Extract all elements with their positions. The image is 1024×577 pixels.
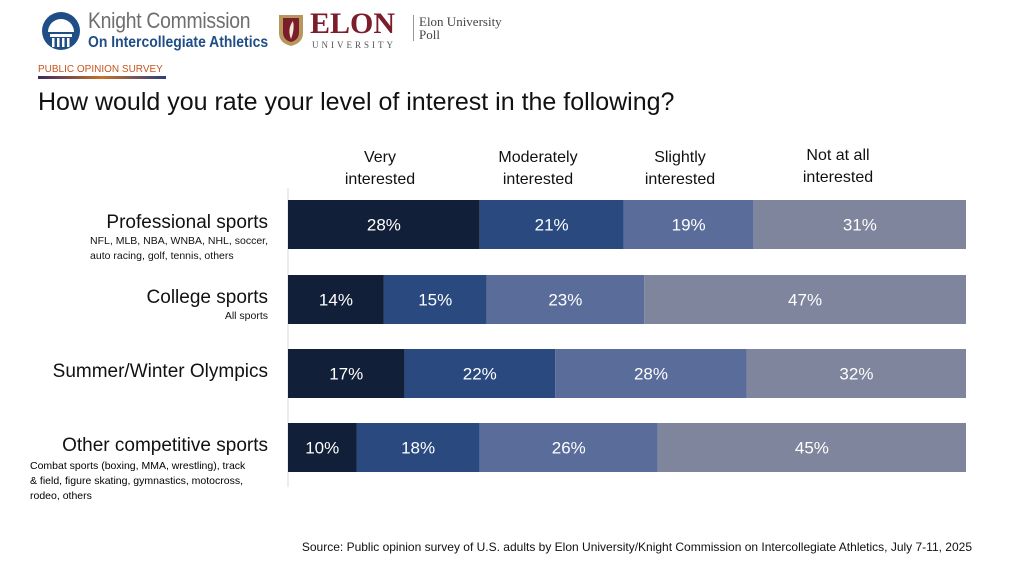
data-label: 14% [319, 291, 353, 310]
elon-shield-icon [279, 15, 303, 46]
data-label: 28% [367, 216, 401, 235]
bar-segment [555, 349, 747, 398]
category-college-sports: College sports All sports [147, 287, 268, 324]
legend-line: interested [502, 171, 574, 188]
category-other-sublabels: Combat sports (boxing, MMA, wrestling), … [30, 459, 245, 504]
category-label: Other competitive sports [62, 435, 268, 456]
elon-poll-line1: Elon University [419, 14, 502, 29]
legend-moderately-interested: Moderately interested [473, 147, 603, 191]
source-note: Source: Public opinion survey of U.S. ad… [301, 540, 972, 554]
data-label: 32% [839, 365, 873, 384]
bar-segment [644, 275, 966, 324]
survey-tag: PUBLIC OPINION SURVEY [38, 64, 163, 75]
data-label: 18% [401, 439, 435, 458]
category-sublabel: All sports [224, 310, 268, 322]
knight-commission-name: Knight Commission [88, 8, 251, 33]
bar-segment [746, 349, 966, 398]
category-olympics: Summer/Winter Olympics [53, 361, 268, 383]
legend-line: Slightly [654, 149, 706, 166]
data-label: 15% [418, 291, 452, 310]
legend-very-interested: Very interested [315, 147, 445, 191]
category-sublabel: rodeo, others [30, 490, 92, 502]
category-sublabel: NFL, MLB, NBA, WNBA, NHL, soccer, [90, 235, 268, 247]
category-label: College sports [146, 287, 268, 308]
legend-line: Not at all [806, 147, 870, 164]
elon-poll-line2: Poll [419, 27, 440, 42]
elon-university-label: UNIVERSITY [312, 40, 396, 50]
bar-segment [288, 200, 480, 249]
legend-line: interested [344, 171, 416, 188]
data-label: 26% [552, 439, 586, 458]
knight-commission-logo-icon [42, 12, 80, 50]
data-label: 28% [634, 365, 668, 384]
data-label: 31% [843, 216, 877, 235]
bar-segment [383, 275, 487, 324]
legend-line: interested [802, 169, 874, 186]
category-professional-sports: Professional sports NFL, MLB, NBA, WNBA,… [90, 212, 268, 264]
knight-commission-subtitle: On Intercollegiate Athletics [88, 34, 269, 51]
category-sublabel: & field, figure skating, gymnastics, mot… [30, 475, 243, 487]
legend-line: Moderately [498, 149, 578, 166]
legend-slightly-interested: Slightly interested [615, 147, 745, 191]
bar-segment [623, 200, 754, 249]
bar-segment [479, 200, 624, 249]
bar-segment [404, 349, 556, 398]
survey-tag-underline [38, 76, 166, 79]
data-label: 45% [795, 439, 829, 458]
bar-segment [486, 275, 645, 324]
category-label: Summer/Winter Olympics [52, 361, 268, 382]
bar-segment [753, 200, 966, 249]
data-label: 21% [535, 216, 569, 235]
category-sublabel: auto racing, golf, tennis, others [90, 250, 234, 262]
bar-segment [356, 423, 480, 472]
bar-segment [288, 275, 384, 324]
data-label: 22% [463, 365, 497, 384]
category-sublabel: Combat sports (boxing, MMA, wrestling), … [30, 460, 246, 472]
data-label: 17% [329, 365, 363, 384]
elon-wordmark: ELON [310, 7, 396, 40]
legend-not-at-all-interested: Not at all interested [773, 145, 903, 189]
data-label: 47% [788, 291, 822, 310]
bar-segment [479, 423, 658, 472]
data-label: 23% [548, 291, 582, 310]
elon-poll-label: Elon University Poll [413, 15, 502, 41]
legend-line: Very [363, 149, 396, 166]
data-label: 10% [305, 439, 339, 458]
legend-line: interested [644, 171, 716, 188]
bar-segment [288, 349, 405, 398]
page-title: How would you rate your level of interes… [38, 88, 675, 116]
category-label: Professional sports [106, 212, 268, 233]
bar-segment [657, 423, 966, 472]
bar-segment [288, 423, 357, 472]
category-other-competitive-sports: Other competitive sports [62, 435, 268, 457]
data-label: 19% [672, 216, 706, 235]
